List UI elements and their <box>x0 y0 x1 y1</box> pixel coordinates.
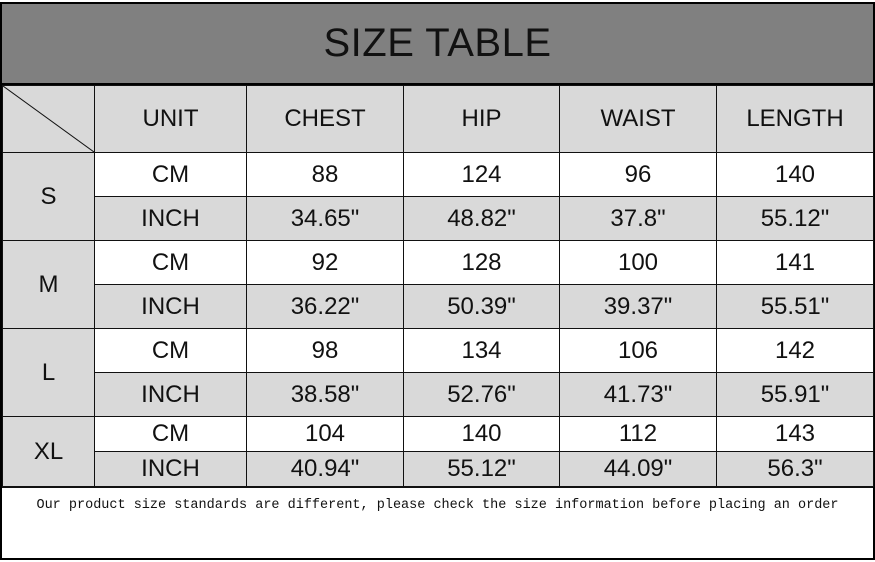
value-cell: 50.39" <box>403 284 560 329</box>
header-chest: CHEST <box>246 85 404 153</box>
size-label: L <box>2 328 95 417</box>
header-row: UNIT CHEST HIP WAIST LENGTH <box>2 85 874 153</box>
value-cell: 142 <box>716 328 874 373</box>
unit-cell: INCH <box>94 196 247 241</box>
header-unit: UNIT <box>94 85 247 153</box>
value-cell: 36.22" <box>246 284 404 329</box>
value-cell: 143 <box>716 416 874 452</box>
unit-cell: CM <box>94 328 247 373</box>
value-cell: 96 <box>559 152 717 197</box>
value-cell: 55.91" <box>716 372 874 417</box>
size-table: UNIT CHEST HIP WAIST LENGTH S CM 88 124 96 14… <box>2 85 874 487</box>
value-cell: 92 <box>246 240 404 285</box>
value-cell: 38.58" <box>246 372 404 417</box>
value-cell: 48.82" <box>403 196 560 241</box>
value-cell: 56.3" <box>716 451 874 487</box>
diagonal-line <box>3 86 94 152</box>
table-row: M CM 92 128 100 141 <box>2 240 874 329</box>
value-cell: 44.09" <box>559 451 717 487</box>
value-cell: 37.8" <box>559 196 717 241</box>
value-cell: 104 <box>246 416 404 452</box>
value-cell: 41.73" <box>559 372 717 417</box>
corner-cell <box>2 85 95 153</box>
value-cell: 124 <box>403 152 560 197</box>
table-row: INCH 40.94" 55.12" 44.09" 56.3" <box>3 451 874 487</box>
header-hip: HIP <box>403 85 560 153</box>
header-waist: WAIST <box>559 85 717 153</box>
value-cell: 52.76" <box>403 372 560 417</box>
table-row: XL CM 104 140 112 143 <box>2 416 874 487</box>
table-row: INCH 36.22" 50.39" 39.37" 55.51" <box>3 284 874 329</box>
value-cell: 55.12" <box>716 196 874 241</box>
table-row: L CM 98 134 106 142 <box>2 328 874 417</box>
value-cell: 88 <box>246 152 404 197</box>
value-cell: 34.65" <box>246 196 404 241</box>
table-row: INCH 38.58" 52.76" 41.73" 55.91" <box>3 372 874 417</box>
size-note: Our product size standards are different… <box>2 487 873 557</box>
unit-cell: INCH <box>94 451 247 487</box>
unit-cell: INCH <box>94 284 247 329</box>
value-cell: 39.37" <box>559 284 717 329</box>
unit-cell: INCH <box>94 372 247 417</box>
value-cell: 134 <box>403 328 560 373</box>
value-cell: 55.51" <box>716 284 874 329</box>
table-row: S CM 88 124 96 140 <box>2 152 874 241</box>
unit-cell: CM <box>94 416 247 452</box>
value-cell: 106 <box>559 328 717 373</box>
header-length: LENGTH <box>716 85 874 153</box>
value-cell: 98 <box>246 328 404 373</box>
unit-cell: CM <box>94 240 247 285</box>
unit-cell: CM <box>94 152 247 197</box>
value-cell: 55.12" <box>403 451 560 487</box>
value-cell: 140 <box>403 416 560 452</box>
value-cell: 128 <box>403 240 560 285</box>
value-cell: 40.94" <box>246 451 404 487</box>
table-row: INCH 34.65" 48.82" 37.8" 55.12" <box>3 196 874 241</box>
size-label: M <box>2 240 95 329</box>
size-label: S <box>2 152 95 241</box>
value-cell: 112 <box>559 416 717 452</box>
size-label: XL <box>2 416 95 487</box>
value-cell: 141 <box>716 240 874 285</box>
value-cell: 140 <box>716 152 874 197</box>
value-cell: 100 <box>559 240 717 285</box>
table-title: SIZE TABLE <box>2 4 873 85</box>
